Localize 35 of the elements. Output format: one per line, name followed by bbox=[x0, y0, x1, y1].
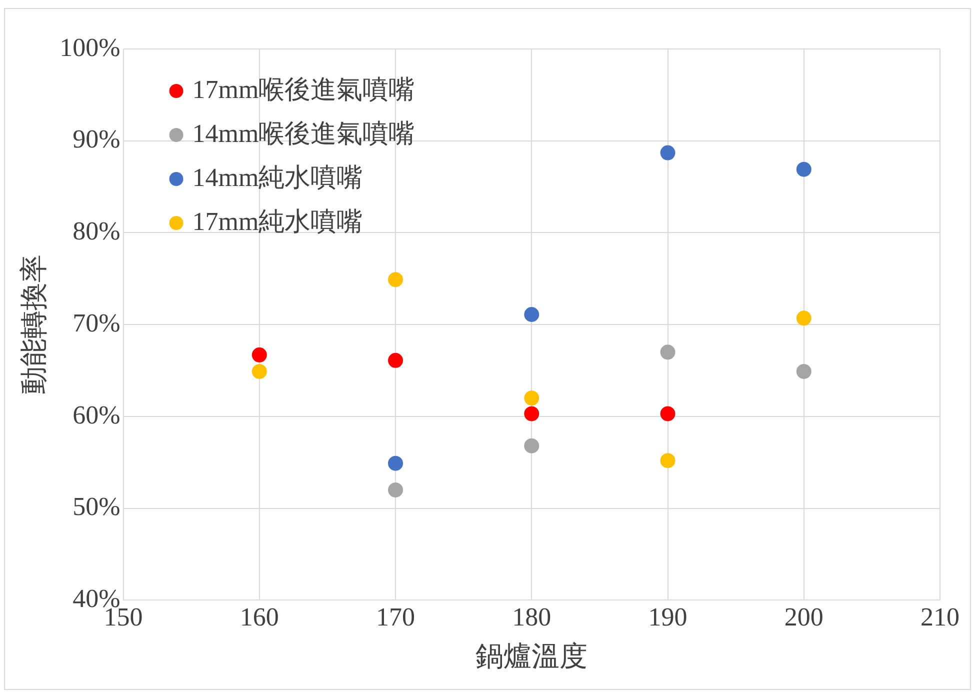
x-axis-title: 鍋爐溫度 bbox=[476, 642, 588, 673]
point bbox=[388, 482, 404, 498]
point bbox=[796, 162, 812, 177]
legend-label: 14mm純水噴嘴 bbox=[192, 162, 363, 192]
point bbox=[524, 390, 540, 406]
x-tick-label: 190 bbox=[648, 602, 688, 632]
legend-label: 14mm喉後進氣噴嘴 bbox=[192, 118, 415, 148]
point bbox=[660, 406, 676, 422]
y-tick-label: 80% bbox=[72, 216, 120, 246]
point bbox=[388, 456, 404, 471]
legend-label: 17mm喉後進氣噴嘴 bbox=[192, 74, 415, 104]
y-tick-label: 60% bbox=[72, 400, 120, 430]
point bbox=[388, 352, 404, 368]
x-tick-label: 170 bbox=[376, 602, 416, 632]
x-tick-label: 200 bbox=[784, 602, 824, 632]
point bbox=[388, 272, 404, 288]
legend-label: 17mm純水噴嘴 bbox=[192, 206, 363, 236]
point bbox=[796, 364, 812, 379]
point bbox=[796, 310, 812, 326]
y-tick-label: 100% bbox=[60, 32, 120, 62]
y-tick-label: 70% bbox=[72, 308, 120, 338]
point bbox=[252, 347, 267, 362]
y-tick-label: 50% bbox=[72, 492, 120, 522]
point bbox=[660, 344, 676, 360]
point bbox=[252, 364, 267, 379]
point bbox=[524, 406, 540, 422]
point bbox=[524, 306, 540, 322]
y-tick-label: 90% bbox=[72, 124, 120, 154]
point bbox=[660, 145, 676, 160]
y-axis-title: 動能轉換率 bbox=[19, 254, 50, 395]
x-tick-label: 160 bbox=[240, 602, 279, 632]
point bbox=[524, 438, 540, 454]
point bbox=[660, 453, 676, 468]
x-tick-label: 210 bbox=[920, 602, 960, 632]
x-tick-label: 180 bbox=[512, 602, 552, 632]
